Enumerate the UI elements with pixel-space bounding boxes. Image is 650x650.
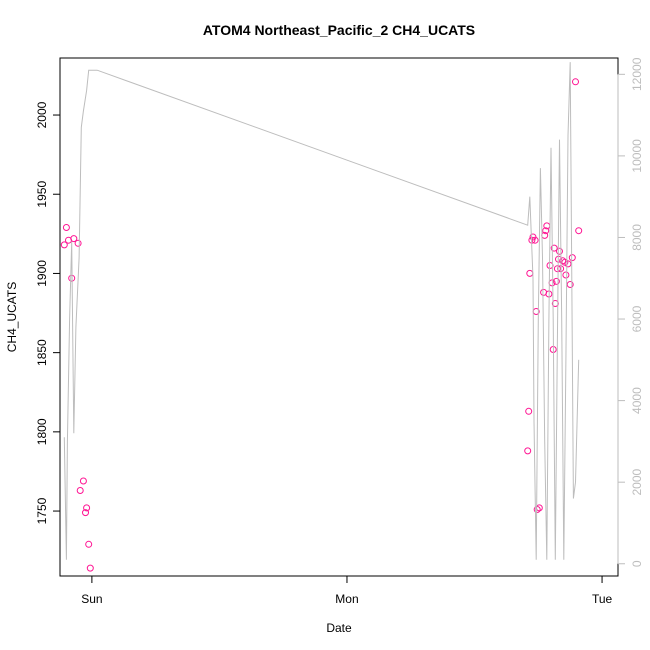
series-layer xyxy=(60,62,583,572)
data-point xyxy=(62,224,70,231)
data-point xyxy=(552,277,560,285)
data-point xyxy=(566,281,574,288)
chart-title: ATOM4 Northeast_Pacific_2 CH4_UCATS xyxy=(203,22,475,38)
y-tick-label: 1900 xyxy=(35,260,49,287)
data-point xyxy=(553,265,561,273)
x-axis-label: Date xyxy=(326,621,352,635)
data-point xyxy=(568,254,576,262)
data-point xyxy=(542,227,550,235)
secondary-y-axis: 0 2000 4000 6000 8000 10000 12000 xyxy=(617,57,644,567)
data-point xyxy=(74,239,82,247)
y2-tick-label: 0 xyxy=(630,560,644,567)
y2-tick-label: 10000 xyxy=(630,139,644,173)
x-axis: Sun Mon Tue xyxy=(81,575,613,606)
y2-tick-label: 6000 xyxy=(630,305,644,332)
plot-frame xyxy=(59,57,619,577)
y-tick-label: 2000 xyxy=(35,101,49,128)
data-point xyxy=(525,407,533,415)
data-point xyxy=(564,260,572,268)
y-tick-label: 1800 xyxy=(35,418,49,445)
y-tick-label: 1850 xyxy=(35,339,49,366)
data-point xyxy=(533,506,541,513)
data-point xyxy=(86,564,94,572)
y2-tick-label: 4000 xyxy=(630,387,644,414)
data-point xyxy=(60,241,68,249)
data-point xyxy=(79,477,87,485)
y-axis-label: CH4_UCATS xyxy=(5,282,19,352)
data-point xyxy=(575,227,583,235)
data-point xyxy=(551,300,559,307)
data-point xyxy=(82,509,89,517)
data-point xyxy=(70,235,78,243)
data-point xyxy=(550,244,558,252)
x-tick-label: Mon xyxy=(335,592,358,606)
data-point xyxy=(526,269,534,277)
y2-tick-label: 8000 xyxy=(630,224,644,251)
y-axis: 1750 1800 1850 1900 1950 2000 xyxy=(35,101,61,524)
y-tick-label: 1950 xyxy=(35,181,49,208)
x-tick-label: Tue xyxy=(592,592,613,606)
y2-tick-label: 12000 xyxy=(630,57,644,91)
data-point xyxy=(572,78,579,86)
series-line xyxy=(63,62,580,560)
data-point xyxy=(531,236,539,244)
y2-tick-label: 2000 xyxy=(630,469,644,496)
data-point xyxy=(85,540,93,548)
data-point xyxy=(524,447,532,455)
x-tick-label: Sun xyxy=(81,592,102,606)
data-point xyxy=(76,487,84,494)
data-point xyxy=(556,247,563,255)
y-tick-label: 1750 xyxy=(35,497,49,524)
data-point xyxy=(83,504,91,512)
data-point xyxy=(562,271,570,279)
